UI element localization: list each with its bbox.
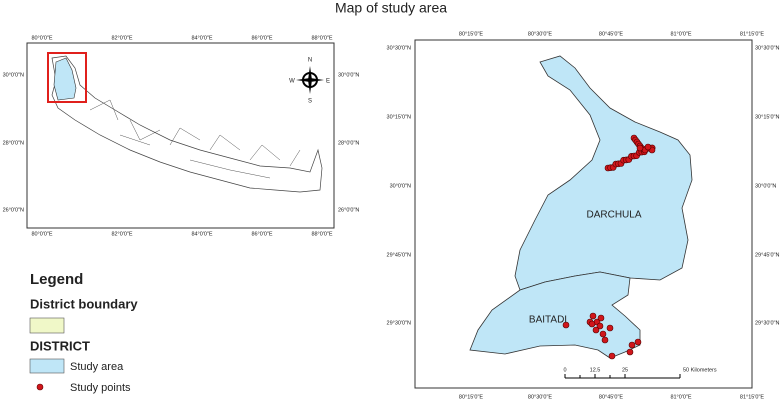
inset-study-area: [53, 57, 77, 101]
scale-label: 0: [563, 367, 566, 373]
lat-label: 26°0'0"N: [338, 207, 359, 213]
study-point: [596, 322, 604, 330]
study-point: [562, 321, 570, 329]
study-point: [628, 341, 636, 349]
lat-label: 28°0'0"N: [338, 140, 359, 146]
study-point: [626, 348, 634, 356]
legend-study-points: Study points: [70, 382, 131, 394]
lon-label: 80°45'0"E: [599, 31, 623, 37]
lon-label: 88°0'0"E: [311, 231, 332, 237]
lon-label: 80°0'0"E: [31, 231, 52, 237]
inset-frame: [26, 42, 335, 229]
lon-label: 81°0'0"E: [670, 394, 691, 400]
lon-label: 88°0'0"E: [311, 35, 332, 41]
lat-label: 30°30'0"N: [387, 45, 411, 51]
district-label: BAITADI: [529, 315, 567, 326]
lon-label: 80°15'0"E: [459, 394, 483, 400]
district-label: DARCHULA: [586, 210, 641, 221]
scale-label: 12.5: [590, 367, 601, 373]
figure-title: Map of study area: [335, 0, 447, 16]
compass: N E S W: [289, 58, 330, 105]
lat-label: 30°0'0"N: [390, 183, 411, 189]
lon-label: 82°0'0"E: [111, 35, 132, 41]
compass-w: W: [289, 79, 295, 85]
scale-label: 25: [622, 367, 628, 373]
lat-label: 30°0'0"N: [755, 183, 776, 189]
scale-label: 50 Kilometers: [683, 367, 717, 373]
lon-label: 81°15'0"E: [740, 31, 764, 37]
legend-boundary: District boundary: [30, 296, 138, 311]
lat-label: 30°0'0"N: [338, 72, 359, 78]
lon-label: 86°0'0"E: [251, 35, 272, 41]
study-point: [644, 143, 652, 151]
lon-label: 80°30'0"E: [528, 394, 552, 400]
study-point: [601, 336, 609, 344]
study-point: [597, 314, 605, 322]
lon-label: 82°0'0"E: [111, 231, 132, 237]
compass-needle: [296, 66, 324, 94]
study-area-box: [47, 52, 87, 103]
baitadi: [469, 271, 641, 359]
study-point: [634, 338, 642, 346]
lat-label: 30°30'0"N: [755, 45, 779, 51]
lon-label: 81°0'0"E: [670, 31, 691, 37]
study-point: [589, 312, 597, 320]
lat-label: 26°0'0"N: [3, 207, 24, 213]
lat-label: 30°15'0"N: [755, 114, 779, 120]
lon-label: 80°45'0"E: [599, 394, 623, 400]
lat-label: 28°0'0"N: [3, 140, 24, 146]
lat-label: 29°45'0"N: [755, 252, 779, 258]
study-point: [636, 144, 644, 152]
legend-study-area: Study area: [70, 361, 124, 373]
lon-label: 80°15'0"E: [459, 31, 483, 37]
lon-label: 80°30'0"E: [528, 31, 552, 37]
study-point: [606, 324, 614, 332]
legend-district: DISTRICT: [30, 338, 90, 353]
lon-label: 81°15'0"E: [740, 394, 764, 400]
study-area-swatch: [29, 358, 65, 374]
legend-title: Legend: [30, 271, 83, 288]
study-point: [588, 320, 596, 328]
study-points: [562, 134, 656, 360]
scale-bar: [564, 374, 681, 379]
boundary-swatch: [29, 317, 65, 334]
study-point: [592, 326, 600, 334]
lat-label: 29°30'0"N: [755, 320, 779, 326]
study-point-swatch: [36, 383, 44, 391]
lon-label: 84°0'0"E: [191, 231, 212, 237]
lat-label: 29°30'0"N: [387, 320, 411, 326]
district-lines: [89, 99, 301, 179]
lat-label: 30°0'0"N: [3, 72, 24, 78]
study-point: [599, 330, 607, 338]
compass-e: E: [326, 79, 330, 85]
compass-n: N: [308, 58, 312, 64]
nepal-outline: [51, 55, 323, 193]
compass-s: S: [308, 99, 312, 105]
study-point: [608, 352, 616, 360]
lon-label: 86°0'0"E: [251, 231, 272, 237]
lon-label: 84°0'0"E: [191, 35, 212, 41]
lat-label: 30°15'0"N: [387, 114, 411, 120]
lon-label: 80°0'0"E: [31, 35, 52, 41]
lat-label: 29°45'0"N: [387, 252, 411, 258]
